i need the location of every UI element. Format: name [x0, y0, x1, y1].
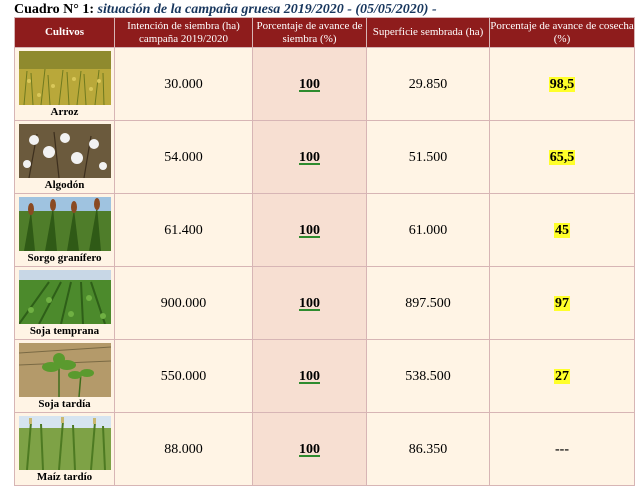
avance-siembra-cell: 100 — [252, 339, 367, 413]
corn-field-icon — [18, 416, 111, 470]
avance-siembra-value: 100 — [299, 150, 320, 165]
avance-siembra-value: 100 — [299, 296, 320, 311]
avance-siembra-value: 100 — [299, 77, 320, 92]
superficie-value: 897.500 — [405, 296, 451, 311]
avance-cosecha-cell: 27 — [489, 339, 635, 413]
avance-siembra-cell: 100 — [252, 120, 367, 194]
avance-siembra-value: 100 — [299, 223, 320, 238]
superficie-value: 29.850 — [408, 77, 448, 92]
intencion-cell: 54.000 — [114, 120, 253, 194]
intencion-value: 88.000 — [164, 442, 203, 457]
avance-cosecha-cell: --- — [489, 412, 635, 486]
avance-cosecha-value: 45 — [554, 223, 570, 238]
crop-cell: Soja tardía — [14, 339, 115, 413]
crop-cell: Soja temprana — [14, 266, 115, 340]
header-intencion: Intención de siembra (ha) campaña 2019/2… — [114, 17, 253, 48]
superficie-value: 86.350 — [408, 442, 448, 457]
superficie-cell: 538.500 — [366, 339, 490, 413]
table-row: Soja temprana 900.000 100 897.500 97 — [14, 266, 635, 340]
crop-cell: Algodón — [14, 120, 115, 194]
crop-cell: Maíz tardío — [14, 412, 115, 486]
superficie-cell: 29.850 — [366, 47, 490, 121]
avance-siembra-value: 100 — [299, 369, 320, 384]
avance-siembra-cell: 100 — [252, 412, 367, 486]
avance-cosecha-value: 97 — [554, 296, 570, 311]
crop-name: Algodón — [44, 179, 85, 191]
rice-field-icon — [18, 51, 111, 105]
cotton-plant-icon — [18, 124, 111, 178]
caption-text: situación de la campaña gruesa 2019/2020… — [97, 2, 437, 17]
intencion-cell: 30.000 — [114, 47, 253, 121]
intencion-value: 900.000 — [160, 296, 207, 311]
header-avance-cosecha: Porcentaje de avance de cosecha (%) — [489, 17, 635, 48]
intencion-value: 550.000 — [160, 369, 207, 384]
sorghum-plant-icon — [18, 197, 111, 251]
avance-cosecha-value: --- — [555, 442, 569, 457]
crop-name: Soja tardía — [38, 398, 91, 410]
intencion-value: 54.000 — [164, 150, 203, 165]
avance-cosecha-value: 27 — [554, 369, 570, 384]
crop-name: Sorgo granífero — [27, 252, 102, 264]
crop-name: Soja temprana — [29, 325, 100, 337]
superficie-value: 51.500 — [408, 150, 448, 165]
avance-cosecha-value: 65,5 — [548, 150, 576, 165]
intencion-cell: 61.400 — [114, 193, 253, 267]
header-superficie: Superficie sembrada (ha) — [366, 17, 490, 48]
avance-cosecha-cell: 98,5 — [489, 47, 635, 121]
table-row: Sorgo granífero 61.400 100 61.000 45 — [14, 193, 635, 267]
superficie-cell: 61.000 — [366, 193, 490, 267]
intencion-cell: 550.000 — [114, 339, 253, 413]
crop-cell: Arroz — [14, 47, 115, 121]
avance-siembra-value: 100 — [299, 442, 320, 457]
avance-siembra-cell: 100 — [252, 266, 367, 340]
intencion-value: 61.400 — [164, 223, 203, 238]
avance-siembra-cell: 100 — [252, 47, 367, 121]
superficie-cell: 897.500 — [366, 266, 490, 340]
avance-cosecha-cell: 97 — [489, 266, 635, 340]
avance-siembra-cell: 100 — [252, 193, 367, 267]
intencion-value: 30.000 — [164, 77, 203, 92]
header-avance-siembra: Porcentaje de avance de siembra (%) — [252, 17, 367, 48]
table-row: Algodón 54.000 100 51.500 65,5 — [14, 120, 635, 194]
crop-status-table: Cultivos Intención de siembra (ha) campa… — [14, 17, 635, 486]
superficie-value: 61.000 — [408, 223, 448, 238]
avance-cosecha-cell: 65,5 — [489, 120, 635, 194]
table-caption: Cuadro N° 1: situación de la campaña gru… — [14, 1, 634, 18]
table-row: Arroz 30.000 100 29.850 98,5 — [14, 47, 635, 121]
superficie-cell: 86.350 — [366, 412, 490, 486]
table-row: Maíz tardío 88.000 100 86.350 --- — [14, 412, 635, 486]
superficie-cell: 51.500 — [366, 120, 490, 194]
crop-name: Maíz tardío — [36, 471, 93, 483]
table-header-row: Cultivos Intención de siembra (ha) campa… — [14, 17, 635, 48]
soy-field-icon — [18, 270, 111, 324]
superficie-value: 538.500 — [405, 369, 451, 384]
intencion-cell: 88.000 — [114, 412, 253, 486]
crop-name: Arroz — [50, 106, 79, 118]
header-cultivos: Cultivos — [14, 17, 115, 48]
avance-cosecha-value: 98,5 — [548, 77, 576, 92]
avance-cosecha-cell: 45 — [489, 193, 635, 267]
crop-cell: Sorgo granífero — [14, 193, 115, 267]
intencion-cell: 900.000 — [114, 266, 253, 340]
table-row: Soja tardía 550.000 100 538.500 27 — [14, 339, 635, 413]
caption-prefix: Cuadro N° 1: — [14, 2, 95, 17]
soy-seedling-icon — [18, 343, 111, 397]
